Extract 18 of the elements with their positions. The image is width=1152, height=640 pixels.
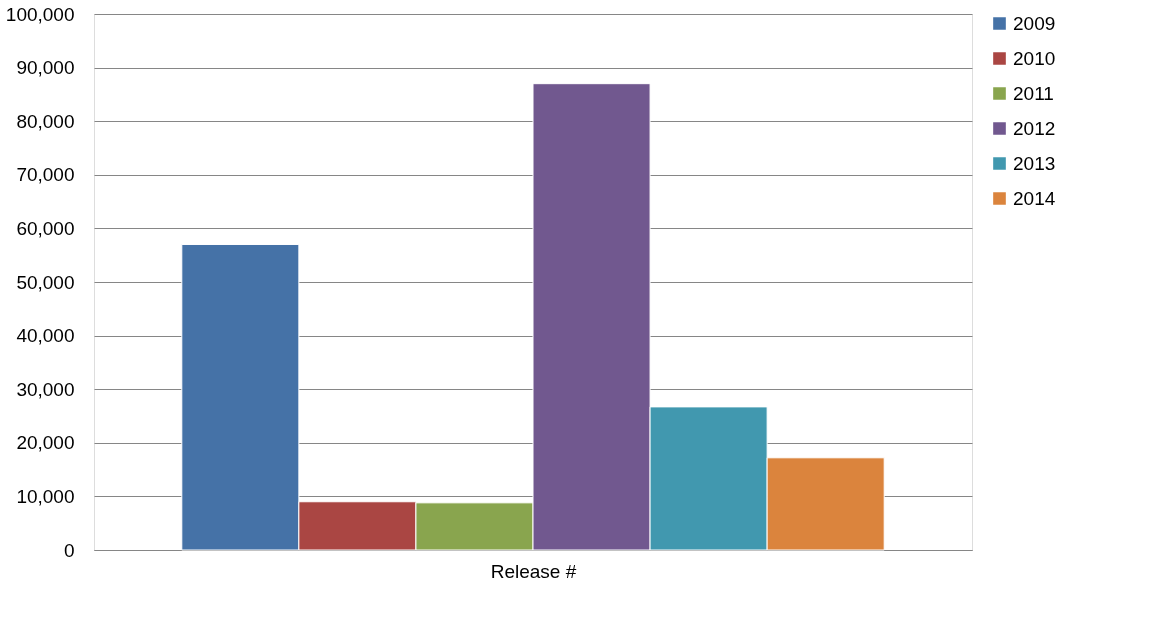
legend-label: 2014	[1013, 187, 1056, 209]
y-tick-label: 20,000	[16, 432, 75, 454]
y-tick-label: 100,000	[5, 3, 75, 25]
y-tick-label: 10,000	[16, 485, 75, 507]
legend-label: 2013	[1013, 152, 1056, 174]
y-tick-label: 80,000	[16, 110, 75, 132]
y-tick-label: 0	[63, 539, 75, 561]
legend-label: 2012	[1013, 117, 1056, 139]
y-tick-label: 60,000	[16, 217, 75, 239]
y-tick-label: 30,000	[16, 378, 75, 400]
y-tick-label: 50,000	[16, 271, 75, 293]
y-tick-label: 90,000	[16, 57, 75, 79]
legend-label: 2010	[1013, 47, 1056, 69]
legend-label: 2011	[1013, 82, 1054, 104]
y-tick-label: 70,000	[16, 164, 75, 186]
y-tick-label: 40,000	[16, 325, 75, 347]
legend-label: 2009	[1013, 12, 1056, 34]
x-axis-title: Release #	[490, 560, 577, 582]
